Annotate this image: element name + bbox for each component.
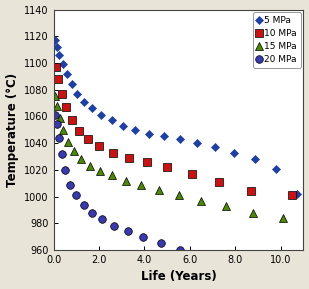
10 MPa [290,194,294,197]
5 MPa [295,192,298,196]
20 MPa [112,224,116,228]
5 MPa [232,151,236,154]
Line: 15 MPa: 15 MPa [52,92,287,222]
20 MPa [60,152,63,155]
5 MPa [133,128,137,131]
5 MPa [55,45,59,49]
5 MPa [99,113,103,117]
15 MPa [110,173,114,177]
X-axis label: Life (Years): Life (Years) [141,271,216,284]
20 MPa [282,272,286,276]
10 MPa [165,166,169,169]
10 MPa [54,65,58,69]
20 MPa [53,113,57,117]
5 MPa [195,141,199,145]
10 MPa [218,180,221,184]
10 MPa [64,105,68,109]
5 MPa [70,83,74,86]
10 MPa [127,156,130,160]
5 MPa [253,158,256,161]
15 MPa [66,140,70,144]
5 MPa [53,38,57,42]
20 MPa [82,203,85,206]
15 MPa [157,188,161,192]
5 MPa [110,119,113,122]
5 MPa [162,135,166,138]
15 MPa [140,183,143,186]
5 MPa [147,132,151,136]
10 MPa [145,160,149,164]
15 MPa [58,116,61,120]
20 MPa [159,242,163,245]
20 MPa [126,229,130,233]
15 MPa [124,179,128,182]
10 MPa [97,144,101,148]
5 MPa [121,124,125,127]
Line: 10 MPa: 10 MPa [52,63,296,199]
15 MPa [281,216,285,220]
20 MPa [225,260,229,264]
20 MPa [74,194,78,197]
10 MPa [249,190,253,193]
15 MPa [98,169,102,173]
5 MPa [213,145,217,149]
20 MPa [179,248,182,252]
10 MPa [60,92,63,95]
20 MPa [64,168,67,172]
20 MPa [68,183,72,186]
20 MPa [100,218,104,221]
15 MPa [61,128,65,131]
20 MPa [201,254,204,257]
Y-axis label: Temperature (°C): Temperature (°C) [6,73,19,187]
20 MPa [252,266,256,269]
15 MPa [53,95,57,98]
15 MPa [199,199,203,202]
15 MPa [177,194,181,197]
15 MPa [72,149,76,153]
5 MPa [76,92,79,95]
10 MPa [86,137,90,141]
10 MPa [77,129,80,133]
Line: 5 MPa: 5 MPa [52,37,300,197]
10 MPa [190,172,194,176]
5 MPa [274,167,278,170]
Legend: 5 MPa, 10 MPa, 15 MPa, 20 MPa: 5 MPa, 10 MPa, 15 MPa, 20 MPa [253,12,301,68]
5 MPa [65,72,69,75]
15 MPa [55,104,59,108]
10 MPa [70,119,74,122]
20 MPa [55,123,58,126]
5 MPa [57,53,61,57]
5 MPa [61,63,65,66]
5 MPa [178,137,181,141]
5 MPa [90,107,94,110]
20 MPa [142,235,145,238]
15 MPa [88,164,92,168]
Line: 20 MPa: 20 MPa [51,111,288,278]
20 MPa [57,136,61,140]
10 MPa [56,77,60,81]
10 MPa [111,151,115,154]
20 MPa [90,211,94,214]
15 MPa [252,211,255,214]
15 MPa [79,158,83,161]
5 MPa [83,100,86,103]
15 MPa [224,204,228,208]
